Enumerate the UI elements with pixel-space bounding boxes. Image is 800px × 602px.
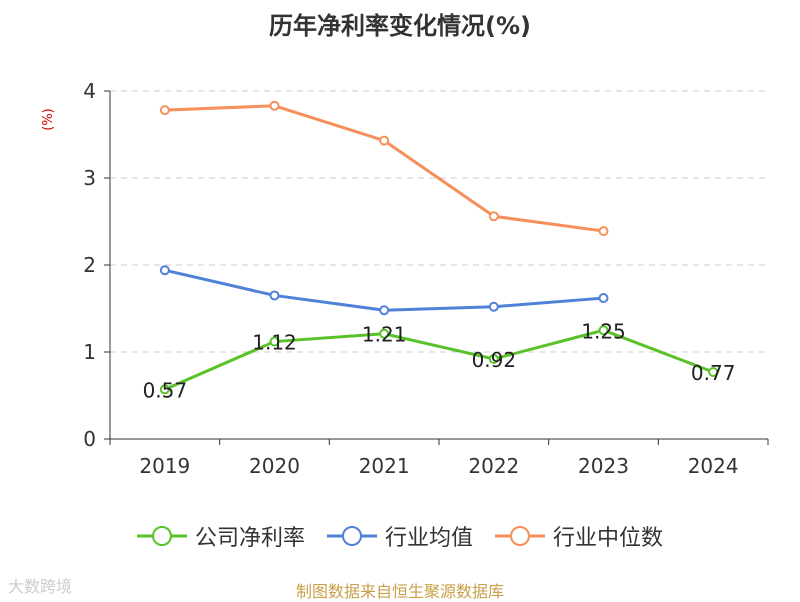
data-label: 1.25 (581, 319, 626, 343)
data-point (488, 211, 499, 222)
x-tick-label: 2023 (578, 454, 629, 478)
legend-marker-icon (136, 526, 187, 546)
data-point (708, 367, 719, 378)
data-label: 0.92 (472, 348, 517, 372)
data-label: 0.77 (691, 361, 736, 385)
y-tick-label: 3 (83, 166, 96, 190)
series-line (164, 104, 604, 233)
data-label: 1.21 (362, 323, 407, 347)
y-tick-label: 2 (83, 253, 96, 277)
x-tick-label: 2022 (468, 454, 519, 478)
legend-label: 行业均值 (384, 526, 473, 551)
data-point (598, 293, 609, 304)
data-point (379, 305, 390, 316)
data-point (488, 353, 499, 364)
x-tick-label: 2019 (139, 454, 190, 478)
chart-title: 历年净利率变化情况(%) (269, 12, 531, 40)
source-note: 制图数据来自恒生聚源数据库 (295, 582, 504, 601)
y-tick-label: 1 (83, 340, 96, 364)
data-point (488, 301, 499, 312)
legend-marker-icon (326, 526, 377, 546)
x-tick-label: 2024 (688, 454, 739, 478)
y-tick-label: 4 (83, 79, 96, 103)
series-line (164, 328, 714, 391)
data-point (598, 325, 609, 336)
data-point (159, 105, 170, 116)
data-label: 0.57 (143, 378, 188, 402)
data-point (379, 135, 390, 146)
legend-marker-icon (495, 526, 545, 546)
x-tick-label: 2020 (249, 454, 300, 478)
watermark-logo: 大数跨境 (8, 577, 73, 596)
x-tick-label: 2021 (359, 454, 410, 478)
legend-label: 公司净利率 (194, 526, 305, 551)
legend-item[interactable]: 行业中位数 (495, 520, 663, 552)
data-point (598, 226, 609, 237)
data-point (269, 336, 280, 347)
series-line (164, 268, 604, 312)
data-point (269, 290, 280, 301)
legend-item[interactable]: 公司净利率 (136, 520, 305, 552)
data-point (159, 384, 170, 395)
data-label: 1.12 (252, 331, 297, 355)
legend: 公司净利率 行业均值 行业中位数 (0, 520, 800, 552)
data-point (269, 100, 280, 111)
legend-label: 行业中位数 (553, 526, 664, 551)
legend-item[interactable]: 行业均值 (326, 520, 473, 552)
y-tick-label: 0 (83, 427, 96, 451)
data-point (379, 328, 390, 339)
data-point (159, 265, 170, 276)
